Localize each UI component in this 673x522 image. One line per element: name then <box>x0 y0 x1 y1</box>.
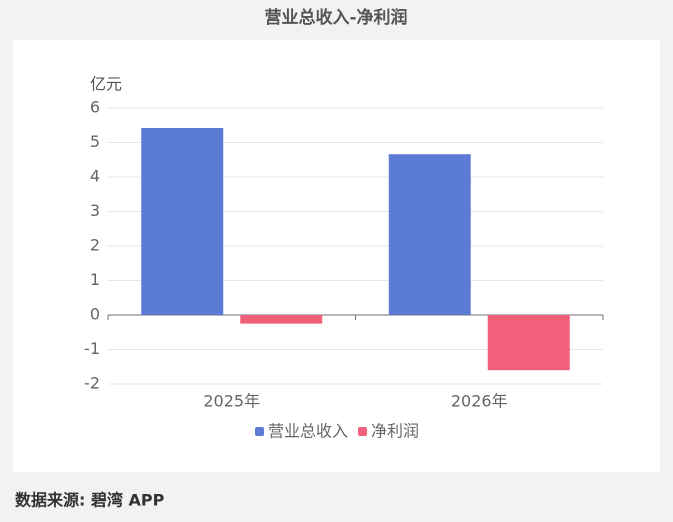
y-tick-label: 1 <box>90 270 100 289</box>
panel <box>13 40 660 472</box>
y-tick-label: 3 <box>90 201 100 220</box>
y-axis-label: 亿元 <box>90 75 122 94</box>
y-tick-label: -1 <box>84 339 100 358</box>
legend-swatch <box>358 427 368 436</box>
bar <box>388 154 471 315</box>
legend-label: 净利润 <box>371 422 419 441</box>
legend-label: 营业总收入 <box>268 422 348 441</box>
chart-title: 营业总收入-净利润 <box>264 7 407 28</box>
x-tick-label: 2025年 <box>203 392 260 411</box>
y-tick-label: 2 <box>90 236 100 255</box>
bar <box>240 315 323 324</box>
legend-swatch <box>255 427 264 436</box>
y-tick-label: 4 <box>90 167 100 186</box>
y-tick-label: 5 <box>90 132 100 151</box>
bar <box>141 128 224 315</box>
y-tick-label: 0 <box>90 305 100 324</box>
y-tick-label: 6 <box>90 98 100 117</box>
bar <box>487 315 570 371</box>
y-tick-label: -2 <box>84 374 100 393</box>
source-note: 数据来源: 碧湾 APP <box>15 491 165 510</box>
x-tick-label: 2026年 <box>451 392 508 411</box>
